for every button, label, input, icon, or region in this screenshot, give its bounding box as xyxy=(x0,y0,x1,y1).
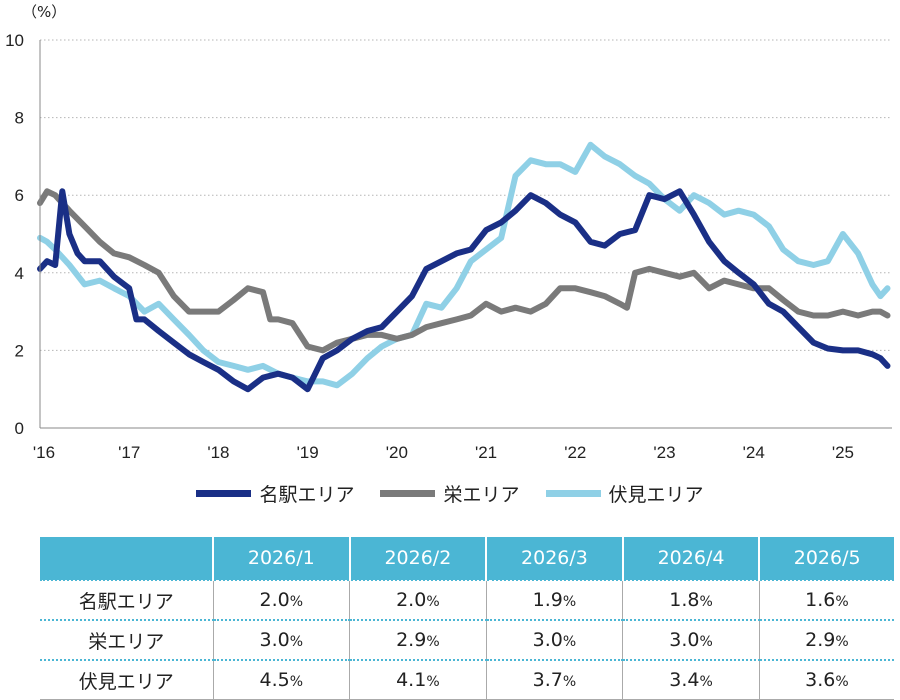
row-label: 名駅エリア xyxy=(40,579,213,620)
legend-swatch-meieki xyxy=(196,490,252,497)
legend-label-sakae: 栄エリア xyxy=(443,484,520,506)
y-tick-labels: 0 2 4 6 8 10 xyxy=(5,31,24,438)
cell-value: 3.0 xyxy=(532,629,563,651)
table-cell: 4.5% xyxy=(212,659,350,700)
y-tick-label: 2 xyxy=(15,341,24,360)
legend-item-meieki: 名駅エリア xyxy=(196,480,354,507)
series-line-0 xyxy=(37,188,891,393)
pct-symbol: % xyxy=(289,674,304,690)
pct-symbol: % xyxy=(426,634,440,650)
cell-value: 1.6 xyxy=(805,589,836,611)
legend-swatch-fushimi xyxy=(545,490,601,497)
pct-symbol: % xyxy=(289,594,304,610)
table-header-cell: 2026/2 xyxy=(348,537,487,580)
x-tick-label: '18 xyxy=(207,443,229,462)
table-cell: 3.7% xyxy=(485,659,623,700)
pct-symbol: % xyxy=(699,594,713,610)
legend-item-fushimi: 伏見エリア xyxy=(545,480,704,507)
x-tick-label: '16 xyxy=(33,443,55,462)
pct-symbol: % xyxy=(835,594,849,610)
table-cell: 3.0% xyxy=(485,619,623,660)
cell-value: 3.7 xyxy=(532,669,563,691)
pct-symbol: % xyxy=(699,674,713,690)
legend-label-meieki: 名駅エリア xyxy=(259,484,355,506)
cell-value: 4.1 xyxy=(396,669,427,691)
pct-symbol: % xyxy=(562,674,577,690)
cell-value: 3.0 xyxy=(259,629,290,651)
cell-value: 1.8 xyxy=(669,589,700,611)
table-cell: 2.9% xyxy=(758,619,894,660)
gridlines xyxy=(40,39,892,351)
table-header-cell: 2026/4 xyxy=(621,537,760,580)
x-tick-label: '17 xyxy=(118,443,140,462)
pct-symbol: % xyxy=(835,634,849,650)
legend-label-fushimi: 伏見エリア xyxy=(608,484,704,506)
cell-value: 1.9 xyxy=(532,589,563,611)
y-tick-label: 4 xyxy=(15,264,24,283)
table-row: 伏見エリア 4.5% 4.1% 3.7% 3.4% 3.6% xyxy=(40,659,894,700)
y-tick-label: 8 xyxy=(15,109,24,128)
table-cell: 1.6% xyxy=(758,579,894,620)
x-tick-label: '19 xyxy=(297,443,319,462)
y-tick-label: 10 xyxy=(5,31,24,50)
y-tick-label: 0 xyxy=(15,419,24,438)
table-cell: 3.0% xyxy=(622,619,760,660)
y-tick-label: 6 xyxy=(15,186,24,205)
pct-symbol: % xyxy=(835,674,849,690)
row-label: 伏見エリア xyxy=(40,659,213,700)
table-cell: 3.0% xyxy=(212,619,350,660)
cell-value: 2.0 xyxy=(396,589,427,611)
pct-symbol: % xyxy=(426,674,440,690)
table-cell: 3.4% xyxy=(622,659,760,700)
table-cell: 2.0% xyxy=(212,579,350,620)
table-cell: 2.0% xyxy=(349,579,487,620)
table-cell: 1.8% xyxy=(622,579,760,620)
y-unit-label: （%） xyxy=(22,3,66,21)
x-tick-labels: '16 '17 '18 '19 '20 '21 '22 '23 '24 '25 xyxy=(33,443,854,462)
x-tick-label: '21 xyxy=(475,443,497,462)
pct-symbol: % xyxy=(562,594,577,610)
cell-value: 3.6 xyxy=(805,669,836,691)
cell-value: 2.0 xyxy=(259,589,290,611)
table-row: 名駅エリア 2.0% 2.0% 1.9% 1.8% 1.6% xyxy=(40,579,894,620)
table-cell: 4.1% xyxy=(349,659,487,700)
table-cell: 1.9% xyxy=(485,579,623,620)
table-row: 栄エリア 3.0% 2.9% 3.0% 3.0% 2.9% xyxy=(40,619,894,660)
table-header-cell: 2026/5 xyxy=(758,537,894,580)
table-header-cell: 2026/1 xyxy=(212,537,350,580)
legend: 名駅エリア 栄エリア 伏見エリア xyxy=(0,480,900,507)
x-tick-label: '23 xyxy=(653,443,675,462)
table-cell: 3.6% xyxy=(758,659,894,700)
pct-symbol: % xyxy=(426,594,440,610)
pct-symbol: % xyxy=(562,634,577,650)
cell-value: 4.5 xyxy=(259,669,290,691)
table-cell: 2.9% xyxy=(349,619,487,660)
table-header-cell: 2026/3 xyxy=(485,537,623,580)
x-tick-label: '24 xyxy=(743,443,765,462)
series-lines xyxy=(37,141,891,393)
series-line-2 xyxy=(37,141,891,389)
pct-symbol: % xyxy=(289,634,304,650)
cell-value: 3.4 xyxy=(669,669,700,691)
legend-item-sakae: 栄エリア xyxy=(380,480,520,507)
table-header-blank xyxy=(40,537,213,580)
pct-symbol: % xyxy=(699,634,713,650)
cell-value: 2.9 xyxy=(396,629,427,651)
vacancy-table: 2026/1 2026/2 2026/3 2026/4 2026/5 名駅エリア… xyxy=(40,537,894,700)
table-header-row: 2026/1 2026/2 2026/3 2026/4 2026/5 xyxy=(40,537,894,580)
x-tick-label: '20 xyxy=(386,443,408,462)
legend-swatch-sakae xyxy=(380,490,436,497)
x-tick-label: '25 xyxy=(832,443,854,462)
cell-value: 2.9 xyxy=(805,629,836,651)
series-line-1 xyxy=(37,188,891,354)
x-tick-label: '22 xyxy=(564,443,586,462)
cell-value: 3.0 xyxy=(669,629,700,651)
row-label: 栄エリア xyxy=(40,619,213,660)
